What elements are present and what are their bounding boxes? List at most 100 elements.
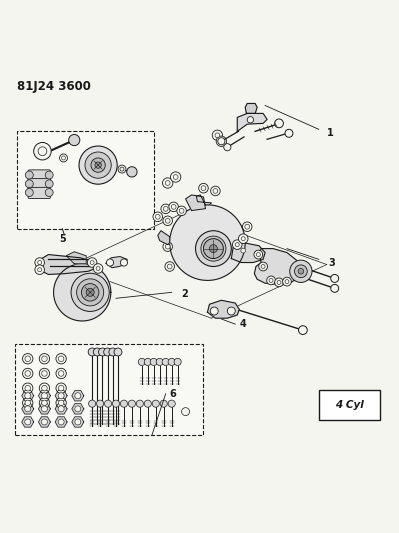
Polygon shape	[38, 391, 50, 401]
Circle shape	[75, 419, 81, 425]
Circle shape	[23, 383, 33, 393]
Text: 2: 2	[182, 289, 188, 300]
Polygon shape	[22, 391, 34, 401]
Circle shape	[69, 134, 80, 146]
Circle shape	[153, 212, 162, 222]
Circle shape	[58, 419, 64, 425]
Circle shape	[38, 147, 47, 156]
Circle shape	[75, 406, 81, 412]
Circle shape	[41, 419, 47, 425]
Circle shape	[113, 400, 120, 407]
FancyBboxPatch shape	[28, 170, 50, 181]
Polygon shape	[55, 391, 67, 401]
Text: 1: 1	[327, 128, 334, 138]
Circle shape	[219, 139, 224, 143]
Circle shape	[41, 393, 47, 399]
Circle shape	[169, 202, 178, 212]
Polygon shape	[55, 417, 67, 427]
Circle shape	[290, 260, 312, 282]
Circle shape	[109, 348, 117, 356]
Circle shape	[165, 181, 170, 185]
Circle shape	[39, 353, 49, 364]
Text: 4: 4	[239, 319, 246, 329]
Circle shape	[120, 400, 128, 407]
Circle shape	[58, 406, 64, 412]
Circle shape	[298, 269, 304, 274]
Polygon shape	[38, 255, 98, 274]
Circle shape	[75, 393, 81, 399]
Circle shape	[243, 222, 252, 231]
Circle shape	[155, 214, 160, 219]
Circle shape	[144, 400, 151, 407]
Circle shape	[56, 398, 66, 408]
Circle shape	[257, 253, 260, 256]
Polygon shape	[38, 403, 50, 414]
Circle shape	[38, 268, 41, 272]
FancyBboxPatch shape	[28, 188, 50, 198]
Circle shape	[227, 307, 235, 315]
Circle shape	[212, 130, 223, 141]
Circle shape	[88, 348, 96, 356]
Circle shape	[89, 400, 96, 407]
Circle shape	[165, 219, 170, 223]
Circle shape	[203, 239, 223, 259]
Circle shape	[224, 143, 231, 151]
Circle shape	[39, 398, 49, 408]
Circle shape	[150, 358, 157, 366]
Circle shape	[136, 400, 143, 407]
Circle shape	[90, 261, 94, 264]
Circle shape	[25, 356, 30, 361]
Circle shape	[168, 358, 175, 366]
Circle shape	[58, 370, 64, 376]
Polygon shape	[38, 417, 50, 427]
Circle shape	[91, 158, 105, 172]
Circle shape	[144, 358, 151, 366]
Circle shape	[41, 406, 47, 412]
Circle shape	[171, 205, 176, 209]
Circle shape	[182, 408, 190, 416]
Bar	[15, 344, 203, 435]
Circle shape	[196, 231, 231, 266]
Circle shape	[26, 180, 33, 188]
Circle shape	[93, 348, 101, 356]
Circle shape	[277, 280, 281, 285]
Circle shape	[25, 370, 30, 376]
Circle shape	[26, 189, 33, 197]
Circle shape	[163, 206, 168, 211]
Circle shape	[241, 248, 246, 253]
Circle shape	[216, 136, 227, 147]
Text: 5: 5	[59, 234, 66, 244]
Polygon shape	[72, 391, 84, 401]
Circle shape	[128, 400, 136, 407]
Circle shape	[41, 356, 47, 361]
Circle shape	[213, 189, 218, 193]
Polygon shape	[255, 248, 301, 285]
Circle shape	[56, 383, 66, 393]
Circle shape	[152, 400, 159, 407]
Circle shape	[77, 279, 104, 306]
Circle shape	[241, 237, 245, 241]
Circle shape	[163, 216, 172, 225]
Circle shape	[209, 245, 217, 253]
Circle shape	[294, 265, 307, 278]
Circle shape	[59, 154, 67, 162]
Circle shape	[25, 400, 30, 406]
Circle shape	[285, 130, 293, 138]
Circle shape	[165, 262, 174, 271]
Circle shape	[45, 189, 53, 197]
Polygon shape	[72, 403, 84, 414]
Circle shape	[261, 264, 265, 269]
Circle shape	[97, 400, 104, 407]
Circle shape	[127, 167, 137, 177]
Circle shape	[138, 358, 145, 366]
Polygon shape	[55, 403, 67, 414]
Text: 6: 6	[170, 389, 176, 399]
Circle shape	[168, 400, 175, 407]
Polygon shape	[22, 417, 34, 427]
Circle shape	[275, 278, 283, 287]
Polygon shape	[158, 231, 170, 245]
Polygon shape	[22, 403, 34, 414]
Circle shape	[235, 243, 239, 247]
Circle shape	[285, 280, 289, 284]
Circle shape	[25, 385, 30, 391]
